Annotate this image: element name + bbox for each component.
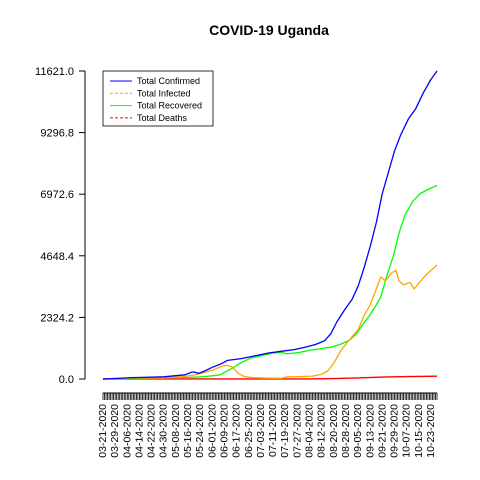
- x-tick-label: 09-05-2020: [352, 404, 364, 458]
- x-tick-label: 07-19-2020: [279, 404, 291, 458]
- legend-label: Total Recovered: [137, 101, 202, 111]
- x-tick-label: 06-17-2020: [231, 404, 243, 458]
- x-tick-label: 04-14-2020: [133, 404, 145, 458]
- x-tick-label: 04-06-2020: [121, 404, 133, 458]
- x-tick-label: 08-04-2020: [304, 404, 316, 458]
- x-tick-label: 08-20-2020: [328, 404, 340, 458]
- x-tick-label: 04-30-2020: [158, 404, 170, 458]
- x-tick-label: 03-21-2020: [97, 404, 109, 458]
- x-tick-label: 10-07-2020: [401, 404, 413, 458]
- x-tick-label: 09-29-2020: [389, 404, 401, 458]
- x-tick-label: 04-22-2020: [146, 404, 158, 458]
- y-tick-label: 4648.4: [40, 251, 74, 263]
- legend-box: [102, 70, 214, 127]
- x-tick-label: 10-15-2020: [413, 404, 425, 458]
- series-line-total-infected: [102, 264, 438, 380]
- x-tick-label: 07-11-2020: [267, 404, 279, 457]
- x-tick-label: 05-24-2020: [194, 404, 206, 458]
- y-tick-label: 9296.8: [40, 128, 74, 140]
- x-tick-label: 08-12-2020: [316, 404, 328, 458]
- y-tick-label: 11621.0: [35, 66, 74, 78]
- x-tick-label: 07-27-2020: [291, 404, 303, 458]
- legend-label: Total Confirmed: [137, 76, 200, 86]
- x-tick-label: 06-09-2020: [218, 404, 230, 458]
- x-tick-label: 06-01-2020: [206, 404, 218, 458]
- x-tick-label: 10-23-2020: [425, 404, 437, 458]
- y-tick-label: 0.0: [59, 374, 74, 386]
- legend: Total Confirmed Total Infected Total Recov…: [102, 70, 214, 127]
- y-tick-label: 2324.2: [40, 312, 74, 324]
- x-tick-label: 08-28-2020: [340, 404, 352, 458]
- x-tick-label: 06-25-2020: [243, 404, 255, 458]
- x-tick-label: 03-29-2020: [109, 404, 121, 458]
- series-line-total-confirmed: [102, 70, 438, 380]
- x-tick-label: 05-16-2020: [182, 404, 194, 458]
- x-tick-label: 07-03-2020: [255, 404, 267, 458]
- series-layer: [102, 70, 438, 380]
- x-axis: 03-21-2020 03-29-2020 04-06-2020 04-14-2020…: [97, 392, 438, 458]
- y-tick-label: 6972.6: [40, 189, 74, 201]
- series-line-total-recovered: [102, 184, 438, 380]
- legend-label: Total Deaths: [137, 113, 188, 123]
- y-axis: 0.0 2324.2 4648.4 6972.6 9296.8 11621.0: [35, 66, 86, 386]
- legend-label: Total Infected: [137, 88, 191, 98]
- x-tick-label: 09-21-2020: [376, 404, 388, 458]
- chart-title: COVID-19 Uganda: [209, 22, 329, 38]
- x-tick-label: 05-08-2020: [170, 404, 182, 458]
- x-tick-label: 09-13-2020: [364, 404, 376, 458]
- series-line-total-deaths: [102, 375, 438, 380]
